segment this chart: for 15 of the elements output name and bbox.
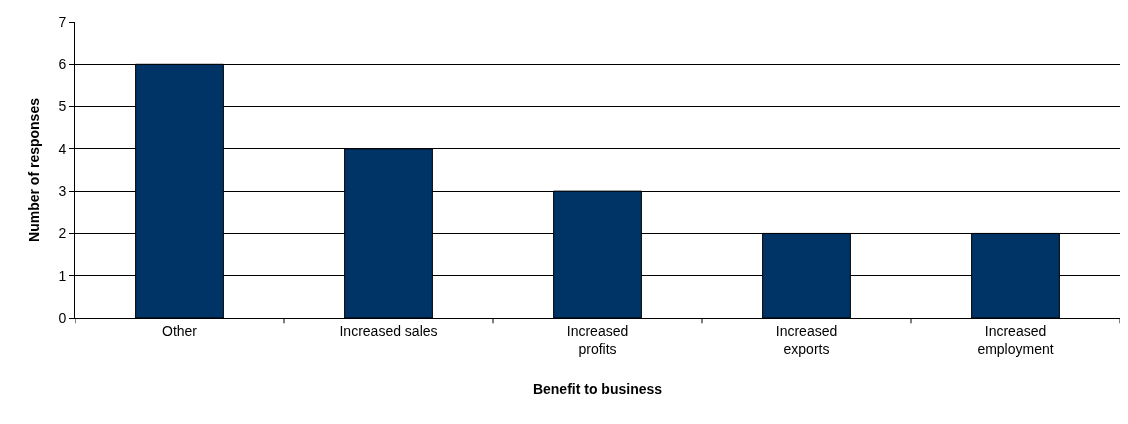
x-axis-title: Benefit to business — [532, 381, 663, 398]
x-tick-label: Increased employment — [977, 322, 1054, 357]
x-tick-label: Increased exports — [775, 322, 838, 357]
y-tick-label: 6 — [58, 56, 67, 73]
y-tick-label: 1 — [58, 267, 67, 284]
y-tick-label: 5 — [58, 98, 67, 115]
x-tick-label: Other — [161, 322, 198, 339]
y-tick-label: 3 — [58, 183, 67, 200]
y-axis-title: Number of responses — [26, 97, 42, 242]
y-tick-label: 2 — [58, 225, 67, 242]
y-tick-label: 0 — [58, 309, 67, 326]
y-tick-label: 7 — [58, 13, 67, 30]
x-tick-label: Increased profits — [566, 322, 629, 357]
x-tick-label: Increased sales — [339, 322, 438, 339]
y-tick-label: 4 — [58, 140, 67, 157]
